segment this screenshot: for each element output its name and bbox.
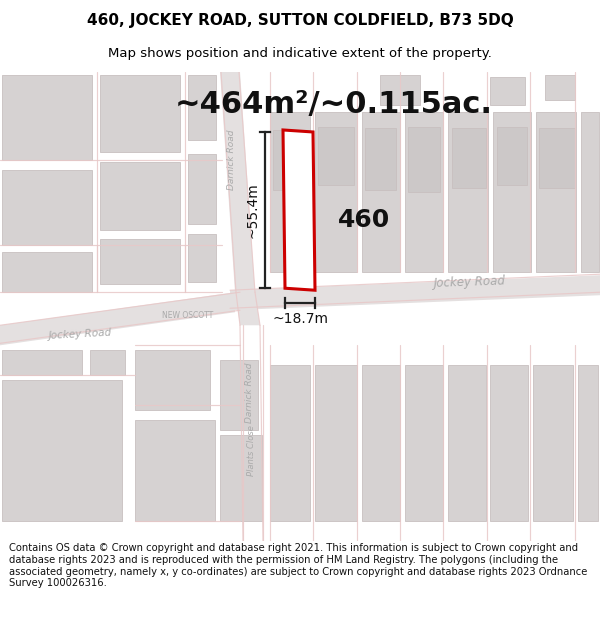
Bar — [405, 366, 443, 521]
Bar — [493, 112, 531, 272]
Bar — [315, 112, 357, 272]
Bar — [2, 75, 92, 160]
Text: ~55.4m: ~55.4m — [245, 182, 259, 238]
Bar — [497, 127, 527, 185]
Text: Darnick Road: Darnick Road — [245, 362, 254, 423]
Polygon shape — [235, 292, 260, 325]
Bar — [452, 128, 486, 188]
Bar — [2, 351, 82, 376]
Bar — [315, 366, 357, 521]
Bar — [490, 366, 528, 521]
Text: Plants Close: Plants Close — [248, 425, 257, 476]
Bar — [448, 366, 486, 521]
Bar — [405, 112, 443, 272]
Text: ~464m²/~0.115ac.: ~464m²/~0.115ac. — [175, 91, 493, 119]
Bar — [100, 75, 180, 152]
Bar — [318, 127, 354, 185]
Text: Jockey Road: Jockey Road — [48, 328, 112, 341]
Bar — [2, 170, 92, 245]
Bar — [220, 436, 262, 521]
Bar — [365, 128, 396, 190]
Bar — [448, 112, 488, 272]
Bar — [188, 75, 216, 140]
Bar — [90, 351, 125, 376]
Bar — [2, 252, 92, 292]
Bar — [270, 366, 310, 521]
Bar — [220, 361, 258, 431]
Bar — [100, 239, 180, 284]
Bar — [188, 154, 216, 224]
Bar — [533, 366, 573, 521]
Bar — [578, 366, 598, 521]
Text: Jockey Road: Jockey Road — [434, 274, 506, 290]
Bar — [2, 381, 122, 521]
Text: NEW OSCOTT: NEW OSCOTT — [163, 311, 214, 320]
Text: Map shows position and indicative extent of the property.: Map shows position and indicative extent… — [108, 48, 492, 61]
Text: Contains OS data © Crown copyright and database right 2021. This information is : Contains OS data © Crown copyright and d… — [9, 544, 587, 588]
Bar — [362, 366, 400, 521]
Text: 460, JOCKEY ROAD, SUTTON COLDFIELD, B73 5DQ: 460, JOCKEY ROAD, SUTTON COLDFIELD, B73 … — [86, 12, 514, 28]
Text: ~18.7m: ~18.7m — [272, 312, 328, 326]
Bar — [188, 234, 216, 282]
Polygon shape — [220, 72, 255, 292]
Text: Darnick Road: Darnick Road — [227, 130, 236, 190]
Bar — [270, 112, 310, 272]
Bar — [362, 112, 400, 272]
Polygon shape — [283, 130, 315, 290]
Bar — [380, 75, 420, 105]
Bar — [408, 127, 440, 192]
Text: 460: 460 — [338, 208, 390, 232]
Bar — [490, 77, 525, 105]
Bar — [273, 130, 307, 190]
Bar — [539, 128, 575, 188]
Polygon shape — [0, 292, 235, 345]
Bar — [545, 75, 575, 100]
Bar — [581, 112, 599, 272]
Polygon shape — [230, 275, 600, 310]
Bar — [536, 112, 576, 272]
Bar — [135, 351, 210, 411]
Bar — [100, 162, 180, 230]
Bar — [135, 421, 215, 521]
